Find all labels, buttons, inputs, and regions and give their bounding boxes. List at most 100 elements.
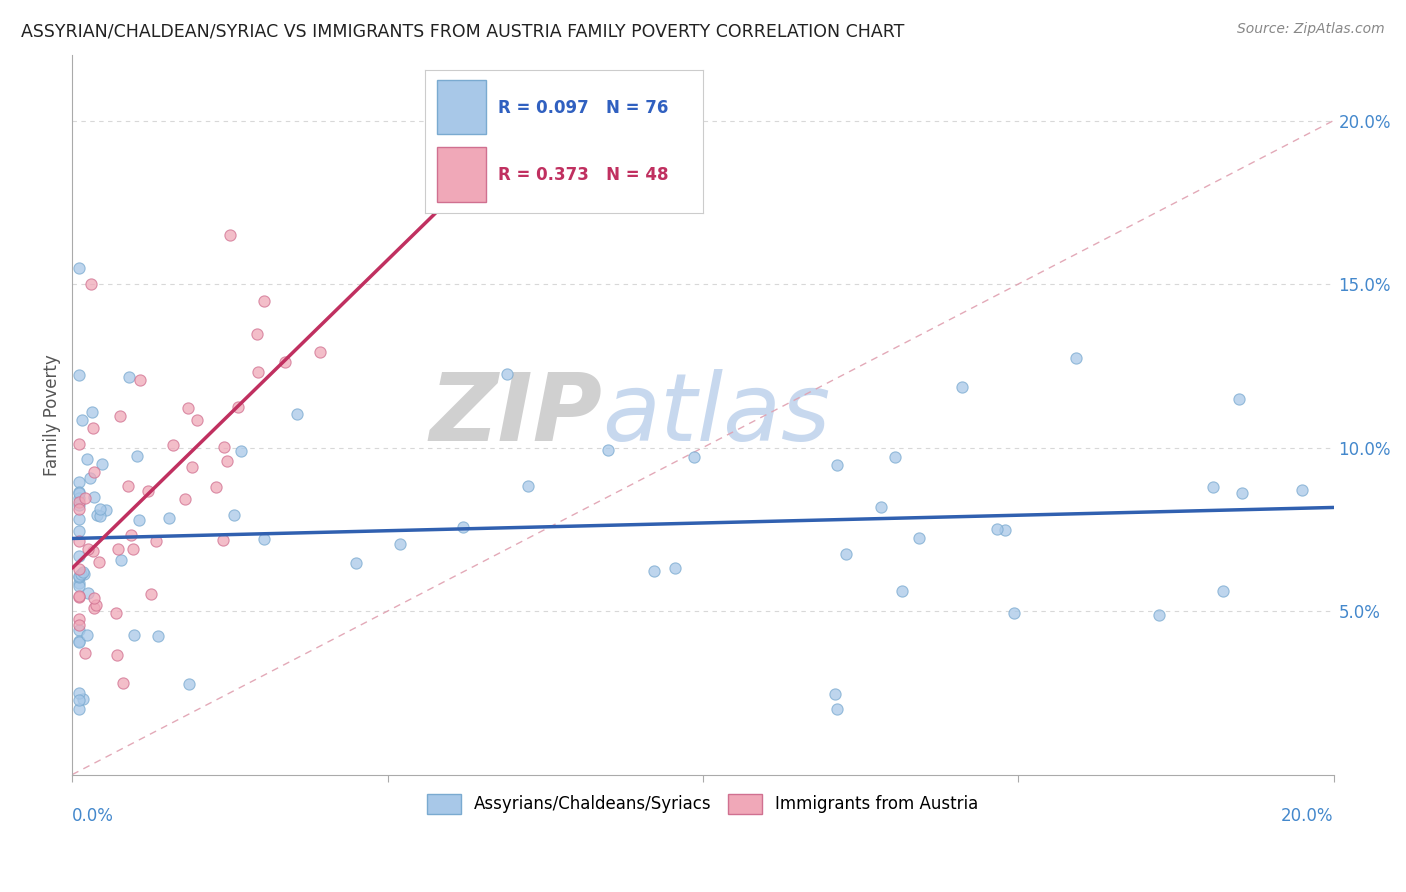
Point xyxy=(67,618,90,632)
Point xyxy=(1227,392,1250,406)
Point xyxy=(495,368,517,382)
Point xyxy=(67,437,90,451)
Text: atlas: atlas xyxy=(602,369,831,460)
Point xyxy=(157,511,180,525)
Point xyxy=(827,458,849,472)
Point xyxy=(108,409,131,423)
Point xyxy=(908,531,931,545)
Text: ASSYRIAN/CHALDEAN/SYRIAC VS IMMIGRANTS FROM AUSTRIA FAMILY POVERTY CORRELATION C: ASSYRIAN/CHALDEAN/SYRIAC VS IMMIGRANTS F… xyxy=(21,22,904,40)
Point xyxy=(176,401,198,415)
Point xyxy=(219,227,242,242)
Point xyxy=(67,702,90,716)
Point xyxy=(105,648,128,662)
Point xyxy=(215,454,238,468)
Point xyxy=(517,479,540,493)
Point xyxy=(120,528,142,542)
Point xyxy=(122,628,145,642)
Point xyxy=(451,520,474,534)
Point xyxy=(139,587,162,601)
Point xyxy=(884,450,907,465)
Point xyxy=(309,345,332,359)
Point xyxy=(67,486,90,500)
Point xyxy=(76,586,98,600)
Point xyxy=(212,440,235,454)
Point xyxy=(67,611,90,625)
Point xyxy=(90,458,112,472)
Point xyxy=(180,460,202,475)
Text: Source: ZipAtlas.com: Source: ZipAtlas.com xyxy=(1237,22,1385,37)
Point xyxy=(179,677,201,691)
Point xyxy=(79,470,101,484)
Point xyxy=(273,355,295,369)
Point xyxy=(67,524,90,539)
Point xyxy=(1147,608,1170,623)
Point xyxy=(83,490,105,504)
Point xyxy=(1202,480,1225,494)
Point xyxy=(1291,483,1313,497)
Point xyxy=(107,541,129,556)
Point xyxy=(67,686,90,700)
Point xyxy=(173,492,195,507)
Point xyxy=(683,450,706,464)
Point xyxy=(253,533,276,547)
Point xyxy=(211,533,233,547)
Point xyxy=(83,601,105,615)
Point xyxy=(145,533,167,548)
Point xyxy=(75,646,97,660)
Point xyxy=(891,584,914,599)
Point xyxy=(1230,485,1253,500)
Point xyxy=(83,465,105,479)
Legend: Assyrians/Chaldeans/Syriacs, Immigrants from Austria: Assyrians/Chaldeans/Syriacs, Immigrants … xyxy=(420,788,986,821)
Point xyxy=(118,369,141,384)
Point xyxy=(70,413,93,427)
Point xyxy=(67,491,90,505)
Point xyxy=(82,421,104,435)
Point xyxy=(73,567,96,582)
Point xyxy=(94,502,117,516)
Point xyxy=(73,491,96,505)
Point xyxy=(950,380,973,394)
Point xyxy=(82,405,104,419)
Point xyxy=(344,556,367,570)
Point xyxy=(824,687,846,701)
Text: ZIP: ZIP xyxy=(429,369,602,461)
Point xyxy=(869,500,891,515)
Point xyxy=(67,562,90,576)
Point xyxy=(834,547,856,561)
Point xyxy=(67,692,90,706)
Point xyxy=(67,590,90,604)
Point xyxy=(128,513,150,527)
Point xyxy=(224,508,246,522)
Point xyxy=(67,368,90,383)
Point xyxy=(388,536,411,550)
Point xyxy=(285,408,308,422)
Point xyxy=(253,293,276,308)
Point xyxy=(67,568,90,582)
Point xyxy=(122,541,145,556)
Point xyxy=(110,552,132,566)
Point xyxy=(76,628,98,642)
Point xyxy=(825,702,848,716)
Point xyxy=(67,623,90,637)
Point xyxy=(67,590,90,604)
Point xyxy=(67,569,90,583)
Point xyxy=(67,575,90,590)
Point xyxy=(67,502,90,516)
Point xyxy=(246,327,269,342)
Point xyxy=(89,509,111,524)
Point xyxy=(67,494,90,508)
Point xyxy=(67,633,90,648)
Point xyxy=(246,365,269,379)
Point xyxy=(162,438,184,452)
Point xyxy=(1064,351,1087,365)
Point xyxy=(664,560,686,574)
Point xyxy=(84,598,107,612)
Point xyxy=(89,502,111,516)
Point xyxy=(67,533,90,548)
Point xyxy=(146,629,169,643)
Point xyxy=(994,523,1017,537)
Point xyxy=(67,549,90,563)
Point xyxy=(1212,583,1234,598)
Point xyxy=(82,544,104,558)
Point xyxy=(986,522,1008,536)
